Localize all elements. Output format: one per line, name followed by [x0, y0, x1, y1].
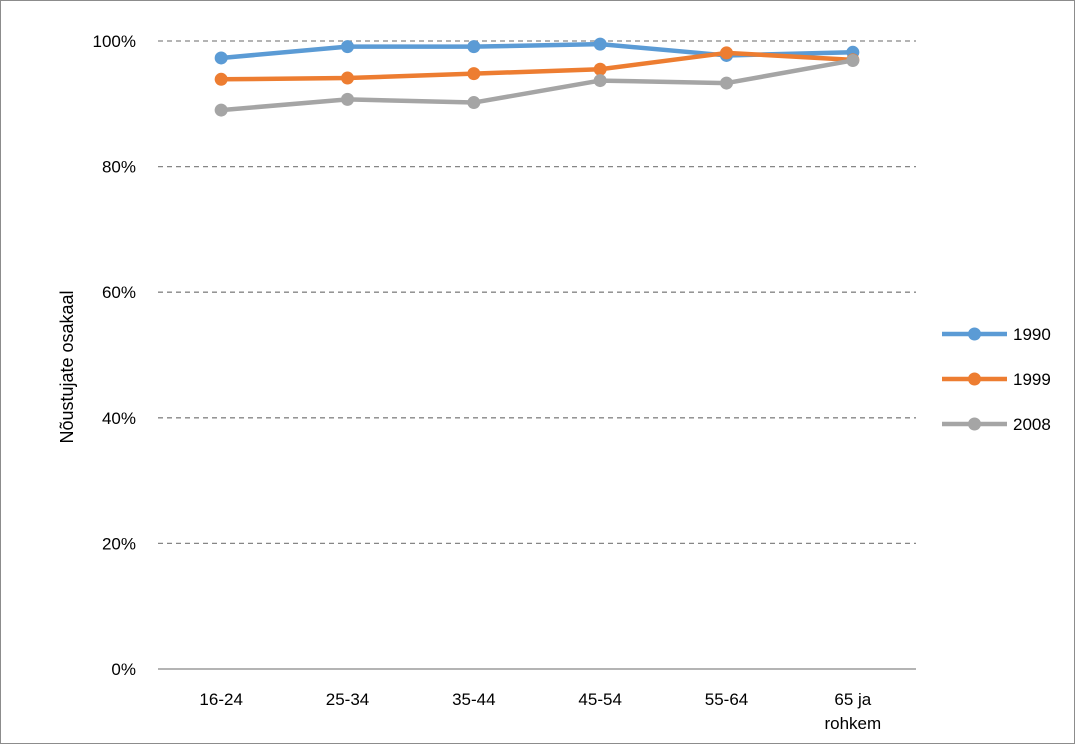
- x-tick-label-line: rohkem: [824, 714, 881, 733]
- series-group: [214, 37, 860, 117]
- data-point: [467, 40, 481, 54]
- data-point: [467, 96, 481, 110]
- y-axis-title: Nõustujate osakaal: [57, 290, 77, 443]
- data-point: [593, 62, 607, 76]
- y-tick-label: 40%: [102, 409, 136, 428]
- legend-swatch-marker: [968, 327, 981, 341]
- x-tick-label: 35-44: [452, 690, 495, 709]
- x-tick-label-line: 55-64: [705, 690, 748, 709]
- series-line: [218, 58, 856, 113]
- x-tick-label-line: 45-54: [578, 690, 621, 709]
- series-line: [218, 50, 856, 82]
- legend: 1990 1999 2008: [942, 325, 1051, 434]
- x-tick-label: 45-54: [578, 690, 621, 709]
- data-point: [720, 76, 733, 90]
- x-tick-label-line: 65 ja: [834, 690, 871, 709]
- legend-item: 1990: [942, 325, 1051, 344]
- series-1990: [214, 37, 860, 65]
- legend-label: 1990: [1013, 325, 1051, 344]
- data-point: [467, 67, 481, 81]
- y-axis-ticks: 0% 20% 40% 60% 80% 100%: [93, 32, 136, 679]
- data-point: [593, 74, 607, 88]
- x-tick-label-line: 25-34: [326, 690, 369, 709]
- legend-item: 1999: [942, 370, 1051, 389]
- y-tick-label: 20%: [102, 534, 136, 553]
- legend-label: 1999: [1013, 370, 1051, 389]
- gridlines: [158, 40, 916, 545]
- legend-item: 2008: [942, 415, 1051, 434]
- data-point: [846, 53, 860, 67]
- series-2008: [214, 53, 860, 117]
- y-tick-label: 0%: [111, 660, 136, 679]
- data-point: [214, 103, 228, 117]
- x-tick-label: 25-34: [326, 690, 369, 709]
- x-axis-ticks: 16-24 25-34 35-44 45-54 55-64 65 ja rohkem: [199, 690, 881, 733]
- data-point: [214, 51, 228, 65]
- x-tick-label: 16-24: [199, 690, 242, 709]
- legend-swatch-marker: [968, 417, 981, 431]
- y-tick-label: 80%: [102, 158, 136, 177]
- x-tick-label-line: 35-44: [452, 690, 495, 709]
- x-tick-label-line: 16-24: [199, 690, 242, 709]
- data-point: [720, 46, 733, 60]
- x-tick-label: 65 ja rohkem: [824, 690, 881, 733]
- data-point: [341, 92, 354, 106]
- legend-label: 2008: [1013, 415, 1051, 434]
- data-point: [341, 40, 354, 54]
- data-point: [214, 72, 228, 86]
- data-point: [341, 71, 354, 85]
- y-tick-label: 100%: [93, 32, 136, 51]
- series-1999: [214, 46, 860, 86]
- x-tick-label: 55-64: [705, 690, 748, 709]
- y-tick-label: 60%: [102, 283, 136, 302]
- legend-swatch-marker: [968, 372, 981, 386]
- data-point: [593, 37, 607, 51]
